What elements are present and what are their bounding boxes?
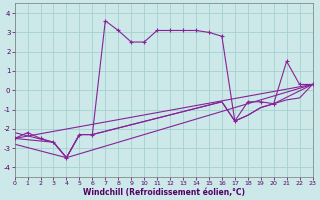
X-axis label: Windchill (Refroidissement éolien,°C): Windchill (Refroidissement éolien,°C): [83, 188, 244, 197]
